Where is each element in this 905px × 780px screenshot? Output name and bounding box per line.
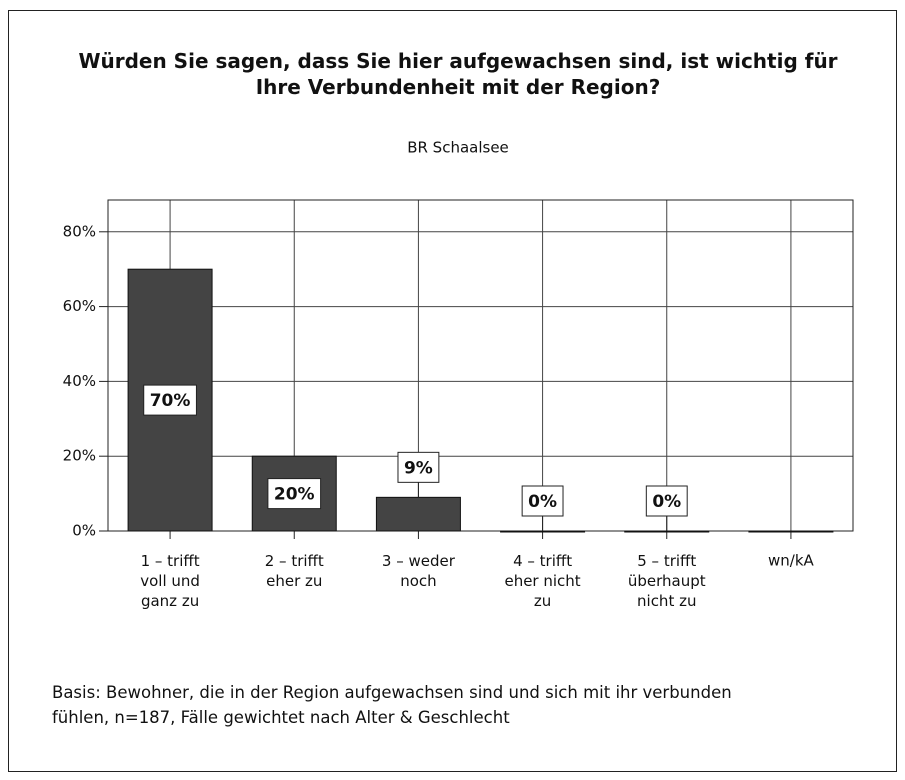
plot-border bbox=[107, 199, 854, 532]
y-tick-label: 0% bbox=[72, 522, 96, 540]
y-tick-label: 40% bbox=[63, 372, 96, 390]
x-tick-label: 2 – trifft eher zu bbox=[265, 552, 324, 590]
x-tick-label: wn/kA bbox=[768, 552, 815, 570]
data-label: 9% bbox=[404, 458, 433, 478]
frame bbox=[8, 10, 897, 772]
data-label: 0% bbox=[528, 492, 557, 512]
x-tick-label: 1 – trifft voll und ganz zu bbox=[140, 552, 200, 610]
x-tick-label: 5 – trifft überhaupt nicht zu bbox=[628, 552, 706, 610]
y-tick-label: 20% bbox=[63, 447, 96, 465]
data-label: 70% bbox=[150, 391, 191, 411]
bar bbox=[500, 530, 586, 533]
data-label-box bbox=[267, 478, 322, 510]
bar bbox=[624, 530, 710, 533]
data-label-group: 20% bbox=[267, 478, 322, 510]
x-tick-label: 3 – weder noch bbox=[382, 552, 456, 590]
chart-subtitle: BR Schaalsee bbox=[407, 139, 509, 157]
data-label-box bbox=[521, 485, 564, 517]
data-label-group: 0% bbox=[645, 485, 688, 517]
data-label: 0% bbox=[652, 492, 681, 512]
footnote: Basis: Bewohner, die in der Region aufge… bbox=[52, 683, 732, 727]
data-label-box bbox=[397, 451, 440, 483]
y-tick-label: 80% bbox=[63, 222, 96, 240]
data-label: 20% bbox=[274, 485, 315, 505]
bar bbox=[375, 496, 461, 532]
y-tick-label: 60% bbox=[63, 297, 96, 315]
data-label-box bbox=[645, 485, 688, 517]
x-tick-label: 4 – trifft eher nicht zu bbox=[504, 552, 580, 610]
chart-title: Würden Sie sagen, dass Sie hier aufgewac… bbox=[78, 49, 837, 99]
data-label-group: 70% bbox=[143, 384, 197, 416]
data-label-group: 0% bbox=[521, 485, 564, 517]
data-label-box bbox=[143, 384, 197, 416]
bar bbox=[748, 530, 834, 533]
data-label-group: 9% bbox=[397, 451, 440, 483]
